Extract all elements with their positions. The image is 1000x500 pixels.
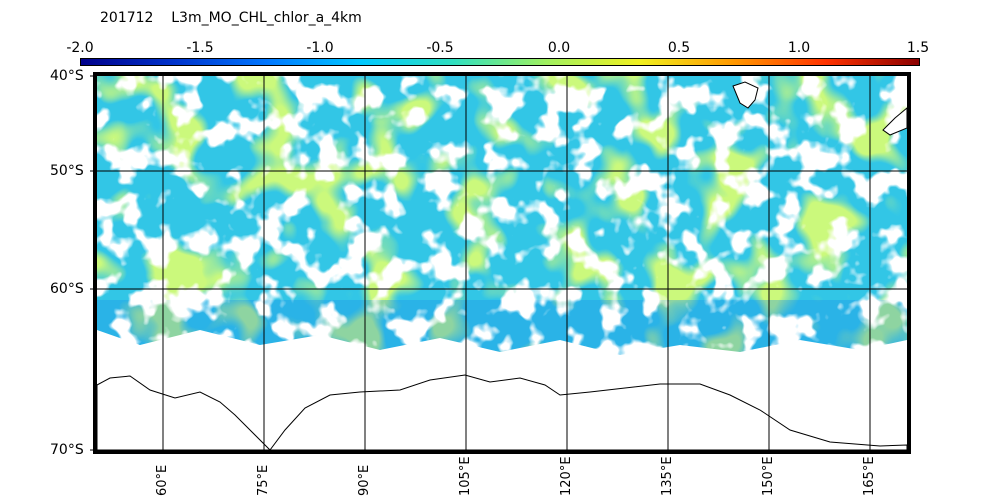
lon-label: 120°E	[559, 456, 574, 496]
colorbar-tick: -1.5	[186, 40, 214, 56]
lon-label: 150°E	[761, 456, 776, 496]
colorbar-tick: 1.0	[787, 40, 811, 56]
lat-label: 50°S	[50, 163, 84, 179]
tasmania-landmass	[732, 81, 759, 109]
colorbar-tick: 0.5	[667, 40, 691, 56]
colorbar-tick: -0.5	[426, 40, 454, 56]
lat-label: 40°S	[50, 68, 84, 84]
lon-label: 90°E	[357, 464, 372, 496]
lon-label: 165°E	[862, 456, 877, 496]
lat-label: 70°S	[50, 442, 84, 458]
lon-label: 75°E	[256, 464, 271, 496]
colorbar-tick: 0.0	[547, 40, 571, 56]
map-frame	[93, 72, 911, 454]
antarctica-landmass	[97, 374, 907, 450]
colorbar-tick: -1.0	[306, 40, 334, 56]
graticule	[97, 76, 907, 450]
lon-label: 135°E	[660, 456, 675, 496]
colorbar-tick: -2.0	[66, 40, 94, 56]
new-zealand-landmass	[882, 107, 907, 136]
colorbar	[80, 58, 920, 66]
lon-label: 60°E	[155, 464, 170, 496]
map-title: 201712 L3m_MO_CHL_chlor_a_4km	[100, 10, 362, 26]
lat-label: 60°S	[50, 281, 84, 297]
lon-label: 105°E	[458, 456, 473, 496]
colorbar-tick: 1.5	[906, 40, 930, 56]
